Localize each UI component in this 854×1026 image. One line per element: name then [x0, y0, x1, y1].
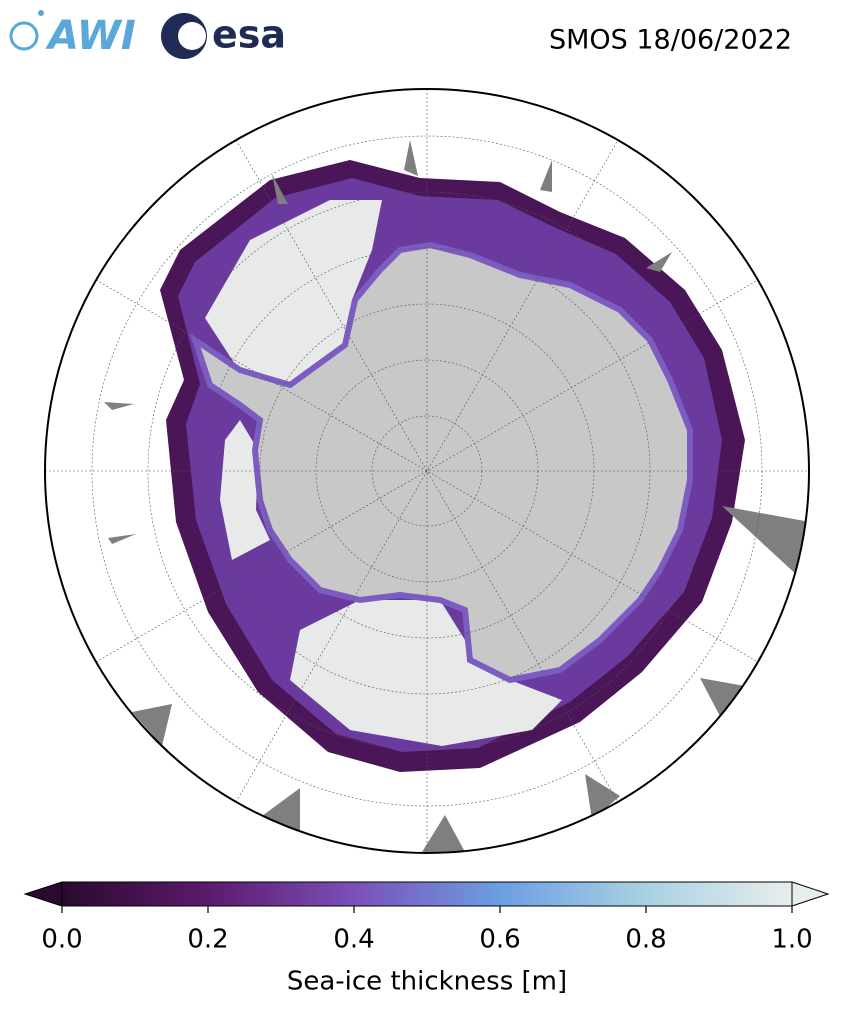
colorbar: 0.0 0.2 0.4 0.6 0.8 1.0 [23, 881, 830, 955]
map-frame [44, 88, 810, 854]
colorbar-tick-label: 0.2 [187, 925, 228, 955]
colorbar-tick-label: 0.6 [479, 925, 520, 955]
land-patches [104, 140, 809, 852]
colorbar-tick-label: 0.8 [625, 925, 666, 955]
colorbar-extend-low [23, 881, 63, 907]
colorbar-tick-label: 0.4 [333, 925, 374, 955]
colorbar-extend-high [791, 881, 830, 907]
continent [189, 241, 693, 684]
title: SMOS 18/06/2022 [549, 25, 792, 56]
awi-text: AWI [45, 13, 136, 59]
map [45, 89, 809, 853]
esa-logo: esa [161, 13, 286, 59]
graticule [45, 89, 809, 853]
esa-text: esa [212, 13, 286, 57]
awi-logo: AWI [9, 10, 136, 59]
colorbar-label: Sea-ice thickness [m] [287, 967, 567, 997]
sea-ice-thick [205, 200, 562, 746]
colorbar-tick-label: 0.0 [41, 925, 82, 955]
colorbar-ramp [61, 881, 793, 907]
colorbar-tick-label: 1.0 [771, 925, 812, 955]
